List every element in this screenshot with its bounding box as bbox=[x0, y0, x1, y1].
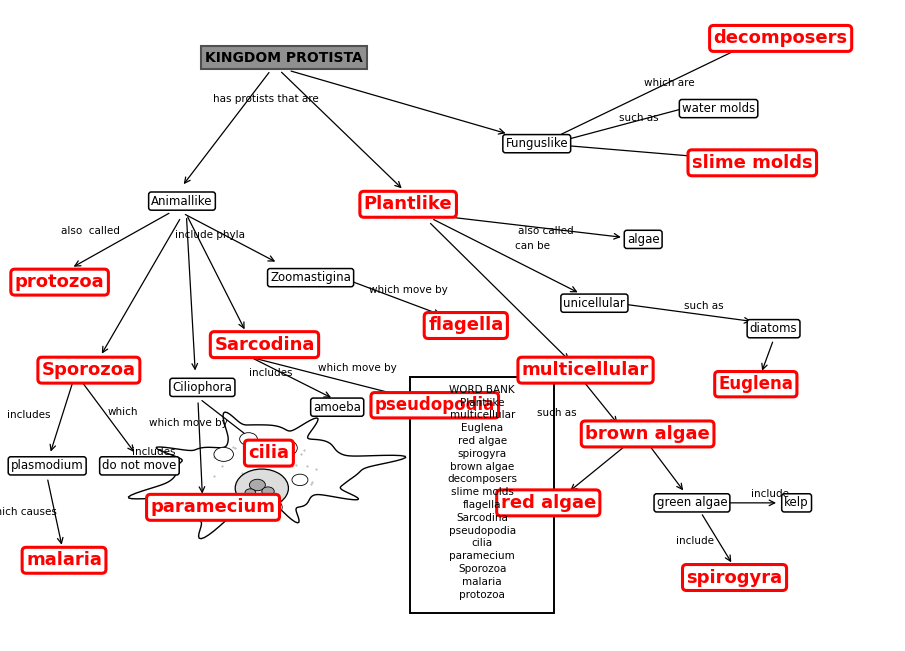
Text: brown algae: brown algae bbox=[586, 425, 710, 443]
Text: slime molds: slime molds bbox=[692, 154, 813, 172]
Text: also  called: also called bbox=[62, 226, 120, 236]
Text: green algae: green algae bbox=[657, 496, 728, 509]
Circle shape bbox=[292, 474, 308, 486]
Text: Sarcodina: Sarcodina bbox=[214, 336, 315, 353]
Circle shape bbox=[226, 497, 244, 509]
Text: includes: includes bbox=[249, 368, 292, 378]
Text: decomposers: decomposers bbox=[713, 29, 848, 48]
Text: protozoa: protozoa bbox=[14, 273, 104, 291]
Circle shape bbox=[214, 447, 233, 462]
Circle shape bbox=[245, 489, 255, 497]
Text: Euglena: Euglena bbox=[719, 375, 794, 393]
Text: malaria: malaria bbox=[26, 551, 102, 569]
Text: which move by: which move by bbox=[319, 363, 397, 372]
Polygon shape bbox=[129, 412, 405, 539]
Text: pseudopodia: pseudopodia bbox=[375, 396, 495, 414]
Circle shape bbox=[262, 487, 274, 496]
Text: water molds: water molds bbox=[682, 102, 755, 115]
Text: multicellular: multicellular bbox=[522, 361, 649, 379]
Circle shape bbox=[259, 499, 282, 516]
Text: Animallike: Animallike bbox=[151, 195, 213, 208]
Text: red algae: red algae bbox=[500, 494, 595, 512]
Text: such as: such as bbox=[683, 301, 723, 311]
Text: which: which bbox=[108, 407, 138, 417]
Text: Sporozoa: Sporozoa bbox=[42, 361, 136, 379]
Text: plasmodium: plasmodium bbox=[11, 460, 83, 473]
Text: such as: such as bbox=[538, 408, 577, 418]
Text: paramecium: paramecium bbox=[150, 498, 275, 516]
Text: Plantlike: Plantlike bbox=[364, 195, 452, 214]
Text: WORD BANK
Plantlike
multicellular
Euglena
red algae
spirogyra
brown algae
decomp: WORD BANK Plantlike multicellular Euglen… bbox=[447, 385, 518, 600]
Circle shape bbox=[235, 469, 289, 507]
Text: do not move: do not move bbox=[102, 460, 176, 473]
Text: includes: includes bbox=[132, 447, 176, 457]
Text: flagella: flagella bbox=[428, 316, 503, 335]
Text: which causes: which causes bbox=[0, 506, 57, 517]
Text: include phyla: include phyla bbox=[176, 230, 245, 240]
Text: has protists that are: has protists that are bbox=[214, 94, 319, 104]
Text: spirogyra: spirogyra bbox=[687, 568, 783, 587]
Text: Ciliophora: Ciliophora bbox=[173, 381, 233, 394]
Circle shape bbox=[240, 433, 257, 445]
Text: algae: algae bbox=[627, 233, 660, 246]
Text: Zoomastigina: Zoomastigina bbox=[271, 271, 351, 284]
FancyBboxPatch shape bbox=[410, 376, 555, 613]
Text: which move by: which move by bbox=[368, 285, 448, 296]
Text: which move by: which move by bbox=[148, 418, 227, 428]
Circle shape bbox=[250, 479, 265, 491]
Text: Funguslike: Funguslike bbox=[506, 137, 568, 150]
Text: also called: also called bbox=[518, 226, 574, 236]
Text: includes: includes bbox=[7, 410, 51, 420]
Text: which are: which are bbox=[644, 78, 695, 88]
Text: unicellular: unicellular bbox=[564, 297, 625, 310]
Text: amoeba: amoeba bbox=[313, 400, 361, 413]
Text: kelp: kelp bbox=[785, 496, 809, 509]
Text: include: include bbox=[751, 489, 789, 499]
Text: cilia: cilia bbox=[248, 444, 290, 462]
Circle shape bbox=[274, 439, 298, 456]
Text: such as: such as bbox=[619, 113, 659, 123]
Text: diatoms: diatoms bbox=[749, 322, 797, 335]
Text: KINGDOM PROTISTA: KINGDOM PROTISTA bbox=[205, 51, 363, 64]
Text: can be: can be bbox=[515, 241, 550, 251]
Text: include: include bbox=[676, 536, 714, 546]
